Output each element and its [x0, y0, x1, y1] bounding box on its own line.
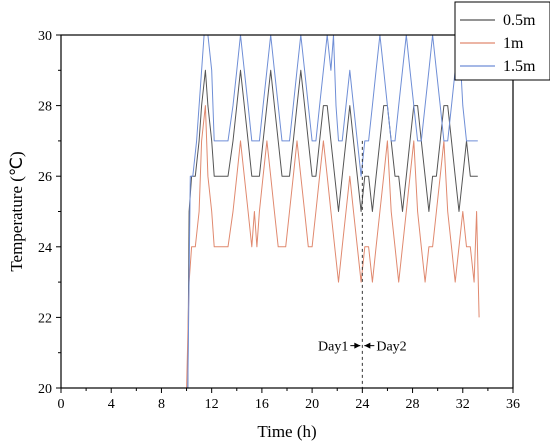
- x-tick-label: 24: [355, 397, 369, 412]
- day1-label: Day1: [318, 340, 348, 355]
- day1-arrowhead: [354, 342, 361, 349]
- plot-lines: [186, 34, 480, 389]
- day2-label: Day2: [376, 340, 406, 355]
- x-tick-label: 12: [205, 397, 219, 412]
- legend-label: 1m: [503, 35, 524, 52]
- x-axis-title: Time (h): [257, 422, 316, 441]
- series-line-1.5m: [187, 34, 478, 389]
- y-axis-title: Temperature (℃): [7, 151, 26, 271]
- legend: 0.5m 1m 1.5m: [454, 1, 550, 81]
- y-tick-label: 22: [38, 311, 52, 326]
- plot-frame: [60, 34, 514, 389]
- day-annotation-arrows: [350, 342, 375, 349]
- y-tick-label: 30: [38, 29, 52, 44]
- y-tick-label: 24: [38, 241, 52, 256]
- x-tick-label: 32: [456, 397, 470, 412]
- series-line-0.5m: [187, 69, 478, 389]
- y-tick-label: 20: [38, 382, 52, 397]
- x-tick-label: 0: [58, 397, 65, 412]
- x-tick-label: 16: [255, 397, 269, 412]
- legend-box: [454, 1, 550, 81]
- legend-label: 1.5m: [503, 58, 536, 75]
- x-tick-label: 8: [158, 397, 165, 412]
- x-tick-label: 28: [406, 397, 420, 412]
- x-tick-label: 20: [305, 397, 319, 412]
- y-tick-label: 28: [38, 100, 52, 115]
- y-tick-label: 26: [38, 170, 52, 185]
- series-line-1m: [186, 105, 480, 389]
- axis-ticks: 0 4 8 12 16 20 24 28 32 36 20 22 24 26 28 30: [38, 29, 520, 412]
- legend-label: 0.5m: [503, 12, 536, 29]
- x-tick-label: 36: [506, 397, 520, 412]
- day2-arrowhead: [364, 342, 371, 349]
- x-tick-label: 4: [108, 397, 115, 412]
